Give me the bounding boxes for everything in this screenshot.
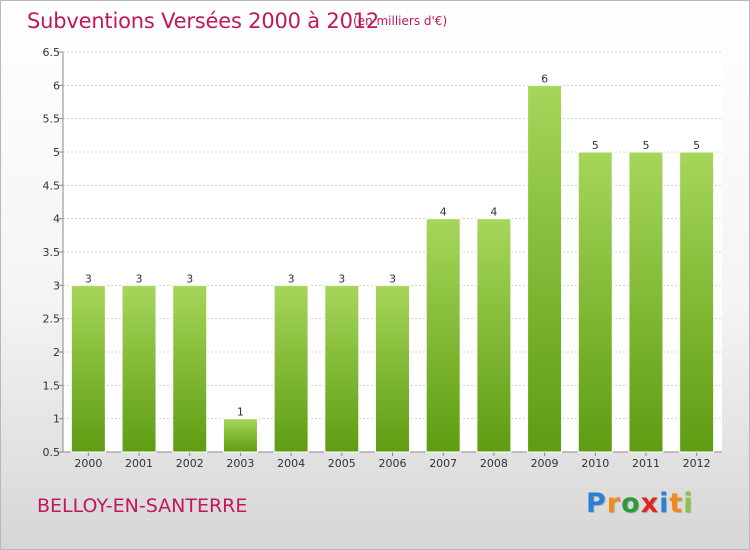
x-tick-label: 2002 [176,457,204,470]
y-tick-label: 4 [53,213,60,226]
data-label: 3 [136,272,143,285]
bar [679,151,715,453]
logo-letter: P [586,488,607,519]
y-tick-label: 0.5 [43,446,61,459]
bar [476,218,512,453]
data-label: 3 [288,272,295,285]
y-tick-label: 6.5 [43,46,61,59]
data-label: 3 [338,272,345,285]
data-label: 6 [541,72,548,85]
x-tick-label: 2003 [226,457,254,470]
x-tick-label: 2007 [429,457,457,470]
bar [70,284,106,453]
x-tick-label: 2010 [581,457,609,470]
data-label: 5 [693,139,700,152]
proxiti-logo: Proxiti [586,488,694,519]
y-tick-label: 1 [53,413,60,426]
bar [273,284,309,453]
x-tick-label: 2012 [683,457,711,470]
bar [172,284,208,453]
y-tick-label: 5 [53,146,60,159]
bar [628,151,664,453]
y-tick-label: 3 [53,279,60,292]
x-tick-label: 2009 [531,457,559,470]
bar [527,84,563,453]
x-tick-label: 2001 [125,457,153,470]
logo-letter: x [640,488,660,519]
bar [324,284,360,453]
logo-letter: o [621,488,641,519]
y-tick-label: 2 [53,346,60,359]
chart-title: Subventions Versées 2000 à 2012 [27,9,380,33]
bar [375,284,410,453]
data-label: 1 [237,406,244,419]
bar [577,151,613,453]
labels: 0.5 1 1.5 2 2.5 3 3.5 4 4.5 5 5.5 6 6.5 3 2000 3 2001 3 20… [43,46,711,470]
y-tick-label: 2.5 [43,313,61,326]
logo-letter: i [659,488,670,519]
data-label: 3 [85,272,92,285]
chart-subtitle: (en milliers d'€) [353,14,448,28]
y-tick-label: 4.5 [43,179,61,192]
data-label: 5 [592,139,599,152]
bar [222,418,258,453]
x-tick-label: 2004 [277,457,305,470]
logo-letter: t [669,488,684,519]
data-label: 5 [642,139,649,152]
x-tick-label: 2011 [632,457,660,470]
y-tick-label: 3.5 [43,246,61,259]
bars [70,84,715,453]
x-tick-label: 2006 [379,457,407,470]
data-label: 4 [440,206,447,219]
data-label: 4 [490,206,497,219]
commune-name: BELLOY-EN-SANTERRE [37,495,248,517]
bar [121,284,157,453]
x-tick-label: 2005 [328,457,356,470]
x-tick-label: 2000 [74,457,102,470]
x-tick-label: 2008 [480,457,508,470]
data-label: 3 [186,272,193,285]
bar [425,218,461,453]
y-tick-label: 6 [53,79,60,92]
data-label: 3 [389,272,396,285]
logo-letter: i [683,488,694,519]
logo-letter: r [606,488,622,519]
y-tick-label: 5.5 [43,113,61,126]
y-tick-label: 1.5 [43,379,61,392]
